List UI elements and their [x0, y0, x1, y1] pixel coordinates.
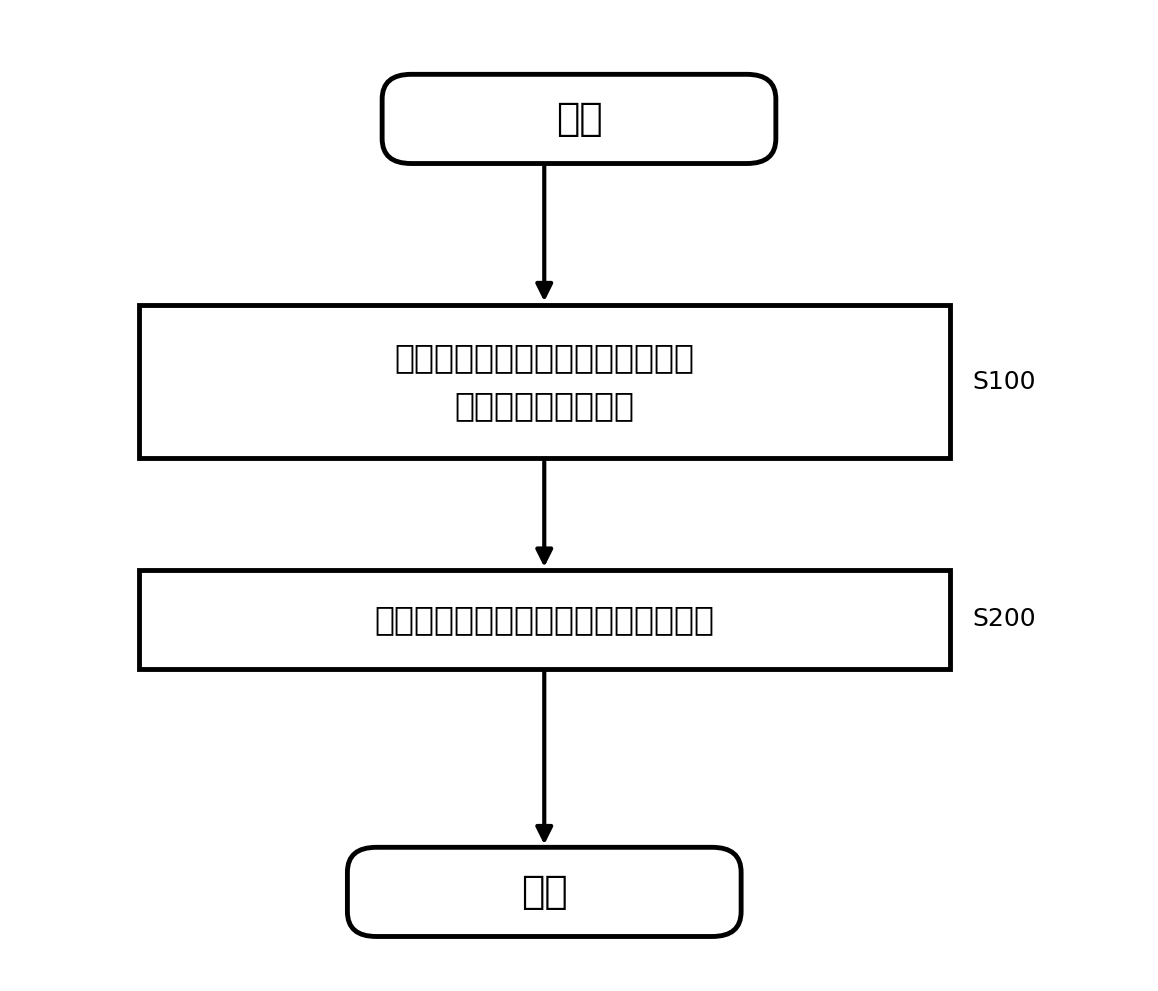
Text: 提取经过指定点和指定风向的预定
长度的二维剖面地形: 提取经过指定点和指定风向的预定 长度的二维剖面地形: [394, 341, 695, 422]
Text: S100: S100: [973, 370, 1036, 393]
FancyBboxPatch shape: [382, 74, 776, 164]
FancyBboxPatch shape: [347, 847, 741, 936]
Text: 确定指定点是否位于每个点的阻风区内: 确定指定点是否位于每个点的阻风区内: [374, 603, 714, 636]
FancyBboxPatch shape: [139, 570, 950, 669]
Text: 结束: 结束: [521, 873, 567, 911]
Text: 开始: 开始: [556, 100, 602, 138]
FancyBboxPatch shape: [139, 305, 950, 458]
Text: S200: S200: [973, 607, 1036, 631]
